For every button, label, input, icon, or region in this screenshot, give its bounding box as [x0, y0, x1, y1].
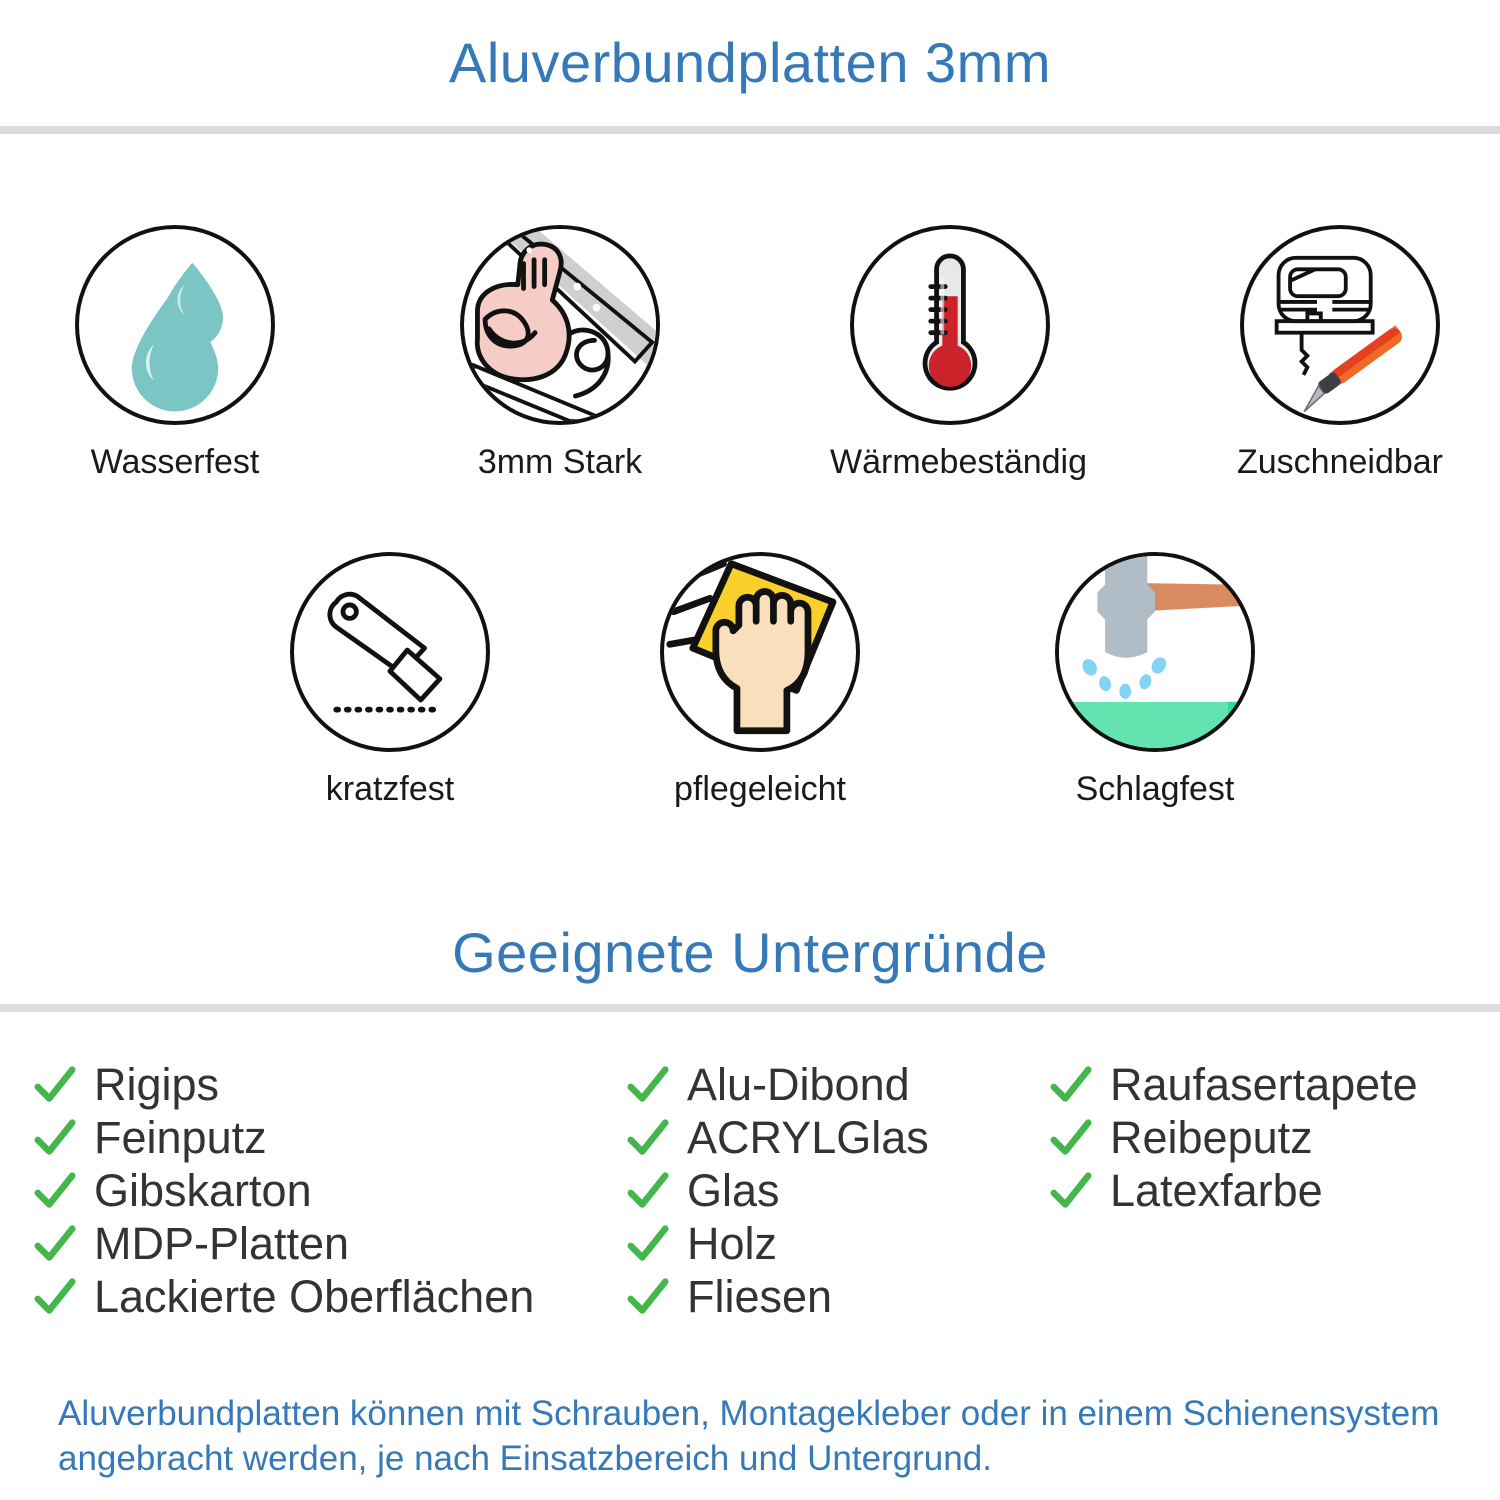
- feature-label: Zuschneidbar: [1236, 443, 1443, 481]
- check-icon: [32, 1168, 78, 1214]
- feature-pflegeleicht: pflegeleicht: [640, 552, 880, 809]
- check-icon: [625, 1274, 671, 1320]
- list-item-label: Rigips: [94, 1059, 220, 1110]
- list-item-label: Latexfarbe: [1110, 1165, 1323, 1216]
- check-icon: [1048, 1168, 1094, 1214]
- list-item-label: ACRYLGlas: [687, 1112, 929, 1163]
- list-item-label: Holz: [687, 1218, 778, 1269]
- list-item-label: Reibeputz: [1110, 1112, 1313, 1163]
- feature-label: Wärmebeständig: [830, 443, 1088, 481]
- substrate-column-2: Alu-Dibond ACRYLGlas Glas Holz Fliesen: [625, 1058, 1045, 1323]
- feature-label: Schlagfest: [1075, 770, 1235, 808]
- list-item-label: Lackierte Oberflächen: [94, 1271, 535, 1322]
- list-item-label: Gibskarton: [94, 1165, 312, 1216]
- list-item: Raufasertapete: [1048, 1058, 1478, 1111]
- substrates-title: Geeignete Untergründe: [452, 921, 1048, 984]
- check-icon: [625, 1062, 671, 1108]
- feature-3mm-stark: 3mm Stark: [440, 225, 680, 482]
- list-item: ACRYLGlas: [625, 1111, 1045, 1164]
- hand-wiping-cloth-icon: [660, 552, 860, 752]
- list-item: Latexfarbe: [1048, 1164, 1478, 1217]
- flexing-arm-icon: [460, 225, 660, 425]
- substrate-column-3: Raufasertapete Reibeputz Latexfarbe: [1048, 1058, 1478, 1217]
- list-item: Reibeputz: [1048, 1111, 1478, 1164]
- feature-label: pflegeleicht: [673, 770, 846, 808]
- feature-kratzfest: kratzfest: [270, 552, 510, 809]
- feature-wasserfest: Wasserfest: [55, 225, 295, 482]
- check-icon: [32, 1115, 78, 1161]
- list-item: Glas: [625, 1164, 1045, 1217]
- thermometer-icon: [850, 225, 1050, 425]
- list-item-label: Raufasertapete: [1110, 1059, 1418, 1110]
- check-icon: [32, 1221, 78, 1267]
- hammer-impact-icon: [1055, 552, 1255, 752]
- jigsaw-and-knife-icon: [1240, 225, 1440, 425]
- feature-schlagfest: Schlagfest: [1035, 552, 1275, 809]
- divider-middle: [0, 1004, 1500, 1012]
- feature-waermebestaendig: Wärmebeständig: [830, 225, 1088, 482]
- list-item: Rigips: [32, 1058, 632, 1111]
- list-item: Gibskarton: [32, 1164, 632, 1217]
- list-item: Fliesen: [625, 1270, 1045, 1323]
- water-drops-icon: [75, 225, 275, 425]
- list-item-label: Fliesen: [687, 1271, 833, 1322]
- feature-zuschneidbar: Zuschneidbar: [1220, 225, 1460, 482]
- feature-label: 3mm Stark: [477, 443, 643, 481]
- list-item: Feinputz: [32, 1111, 632, 1164]
- substrate-column-1: Rigips Feinputz Gibskarton MDP-Platten L…: [32, 1058, 632, 1323]
- check-icon: [32, 1274, 78, 1320]
- feature-label: kratzfest: [325, 770, 455, 808]
- check-icon: [625, 1221, 671, 1267]
- list-item-label: Feinputz: [94, 1112, 267, 1163]
- list-item: Holz: [625, 1217, 1045, 1270]
- list-item-label: Glas: [687, 1165, 780, 1216]
- check-icon: [1048, 1062, 1094, 1108]
- footer-note: Aluverbundplatten können mit Schrauben, …: [58, 1394, 1440, 1478]
- page-title: Aluverbundplatten 3mm: [449, 31, 1051, 94]
- cutter-knife-icon: [290, 552, 490, 752]
- check-icon: [625, 1168, 671, 1214]
- list-item: Alu-Dibond: [625, 1058, 1045, 1111]
- divider-top: [0, 126, 1500, 134]
- list-item-label: MDP-Platten: [94, 1218, 350, 1269]
- list-item: MDP-Platten: [32, 1217, 632, 1270]
- list-item-label: Alu-Dibond: [687, 1059, 910, 1110]
- check-icon: [625, 1115, 671, 1161]
- check-icon: [32, 1062, 78, 1108]
- check-icon: [1048, 1115, 1094, 1161]
- feature-label: Wasserfest: [90, 443, 260, 481]
- list-item: Lackierte Oberflächen: [32, 1270, 632, 1323]
